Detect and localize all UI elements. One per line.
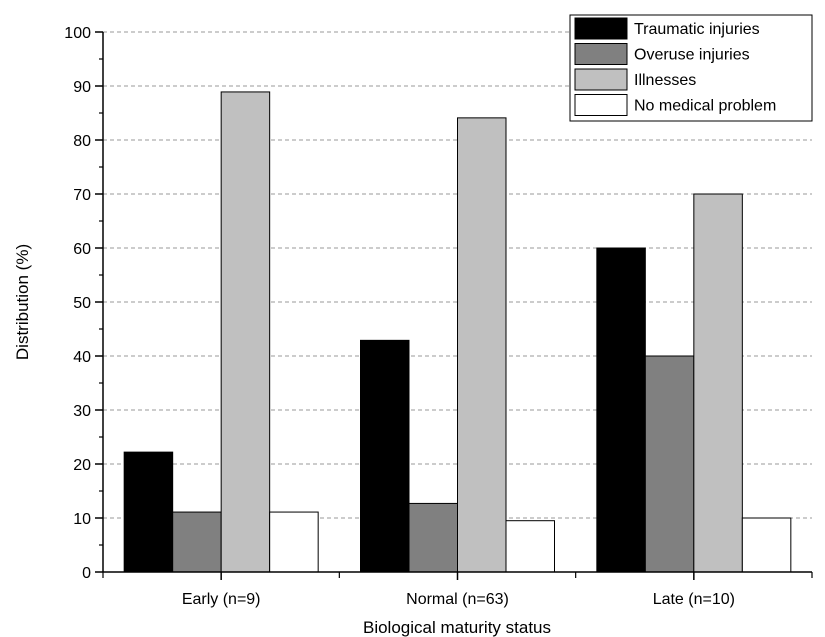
y-tick-label: 90	[73, 79, 91, 96]
y-tick-label: 40	[73, 349, 91, 366]
legend-label: Overuse injuries	[634, 47, 750, 64]
y-tick-label: 20	[73, 457, 91, 474]
y-tick-label: 70	[73, 187, 91, 204]
legend: Traumatic injuries Overuse injuries Illnes…	[569, 14, 813, 122]
bar-traumatic-injuries	[360, 339, 410, 573]
legend-swatch	[574, 94, 628, 116]
legend-swatch	[574, 68, 628, 91]
bar-illnesses	[693, 193, 743, 573]
bar-traumatic-injuries	[123, 451, 174, 573]
bars	[123, 91, 792, 573]
legend-swatch	[574, 43, 628, 65]
x-tick-label: Normal (n=63)	[406, 591, 509, 608]
x-axis-title: Biological maturity status	[363, 618, 551, 637]
x-tick-label: Late (n=10)	[653, 591, 735, 608]
legend-label: No medical problem	[634, 98, 776, 115]
bar-overuse-injuries	[644, 355, 695, 573]
y-ticks: 0 10 20 30 40 50 60 70 80 90 100	[64, 25, 103, 582]
bar-traumatic-injuries	[596, 247, 646, 573]
bar-no-medical-problem	[741, 517, 792, 573]
bar-no-medical-problem	[505, 520, 555, 573]
bar-illnesses	[220, 91, 271, 573]
legend-label: Illnesses	[634, 72, 696, 89]
x-ticks: Early (n=9) Normal (n=63) Late (n=10)	[102, 572, 813, 608]
legend-swatch	[574, 17, 628, 40]
y-tick-label: 30	[73, 403, 91, 420]
y-tick-label: 60	[73, 241, 91, 258]
bar-illnesses	[457, 117, 507, 573]
y-tick-label: 80	[73, 133, 91, 150]
legend-label: Traumatic injuries	[634, 21, 760, 38]
bar-overuse-injuries	[408, 502, 458, 573]
y-tick-label: 100	[64, 25, 91, 42]
y-axis-title: Distribution (%)	[13, 244, 32, 360]
x-tick-label: Early (n=9)	[182, 591, 261, 608]
bar-overuse-injuries	[172, 511, 222, 573]
bar-no-medical-problem	[269, 511, 319, 573]
y-tick-label: 0	[82, 565, 91, 582]
y-tick-label: 10	[73, 511, 91, 528]
y-tick-label: 50	[73, 295, 91, 312]
